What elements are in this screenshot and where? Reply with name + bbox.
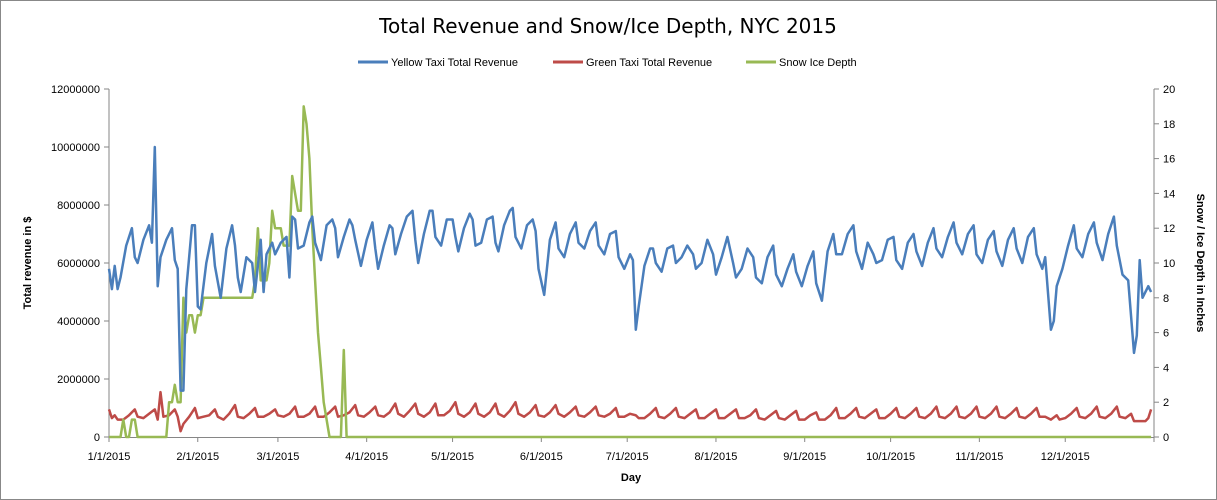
snow-ice-depth-line: [109, 105, 1152, 439]
x-tick-label: 1/1/2015: [88, 451, 131, 463]
y2-ticks: 0 2 4 6 8 10 12 14 16 18 20: [1154, 84, 1175, 444]
y-tick-label: 6000000: [57, 258, 100, 270]
y-axis-title: Total revenue in $: [22, 217, 34, 310]
legend-label-yellow-taxi: Yellow Taxi Total Revenue: [391, 57, 518, 69]
y-ticks: 0 2000000 4000000 6000000 8000000 10000000 120…: [51, 84, 109, 444]
x-tick-label: 10/1/2015: [866, 451, 915, 463]
y-tick-label: 2000000: [57, 374, 100, 386]
y2-tick-label: 10: [1163, 258, 1175, 270]
y-tick-label: 10000000: [51, 142, 100, 154]
x-axis-title: Day: [621, 472, 642, 484]
y2-tick-label: 6: [1163, 328, 1169, 340]
legend: Yellow Taxi Total Revenue Green Taxi Tot…: [358, 57, 857, 69]
legend-label-green-taxi: Green Taxi Total Revenue: [586, 57, 712, 69]
y-tick-label: 4000000: [57, 316, 100, 328]
x-tick-label: 3/1/2015: [257, 451, 300, 463]
x-tick-label: 5/1/2015: [431, 451, 474, 463]
x-tick-label: 2/1/2015: [176, 451, 219, 463]
chart-title: Total Revenue and Snow/Ice Depth, NYC 20…: [378, 14, 837, 38]
y2-tick-label: 12: [1163, 223, 1175, 235]
x-tick-label: 12/1/2015: [1041, 451, 1090, 463]
series-layer: [107, 105, 1153, 439]
y2-tick-label: 14: [1163, 188, 1175, 200]
yellow-taxi-revenue-line: [107, 145, 1153, 392]
y-tick-label: 12000000: [51, 84, 100, 96]
x-tick-label: 9/1/2015: [783, 451, 826, 463]
x-tick-label: 7/1/2015: [606, 451, 649, 463]
y2-tick-label: 8: [1163, 293, 1169, 305]
green-taxi-revenue-line: [107, 390, 1153, 433]
y-tick-label: 8000000: [57, 200, 100, 212]
x-tick-label: 6/1/2015: [520, 451, 563, 463]
y2-tick-label: 0: [1163, 432, 1169, 444]
y2-tick-label: 20: [1163, 84, 1175, 96]
y2-axis-title: Snow / Ice Depth in Inches: [1194, 194, 1206, 333]
x-ticks: 1/1/2015 2/1/2015 3/1/2015 4/1/2015 5/1/2015…: [88, 437, 1155, 463]
y2-tick-label: 18: [1163, 119, 1175, 131]
y2-tick-label: 2: [1163, 397, 1169, 409]
x-tick-label: 4/1/2015: [345, 451, 388, 463]
y-tick-label: 0: [94, 432, 100, 444]
x-tick-label: 8/1/2015: [695, 451, 738, 463]
legend-label-snow-ice: Snow Ice Depth: [779, 57, 857, 69]
y2-tick-label: 4: [1163, 362, 1169, 374]
y2-tick-label: 16: [1163, 154, 1175, 166]
x-tick-label: 11/1/2015: [955, 451, 1003, 463]
